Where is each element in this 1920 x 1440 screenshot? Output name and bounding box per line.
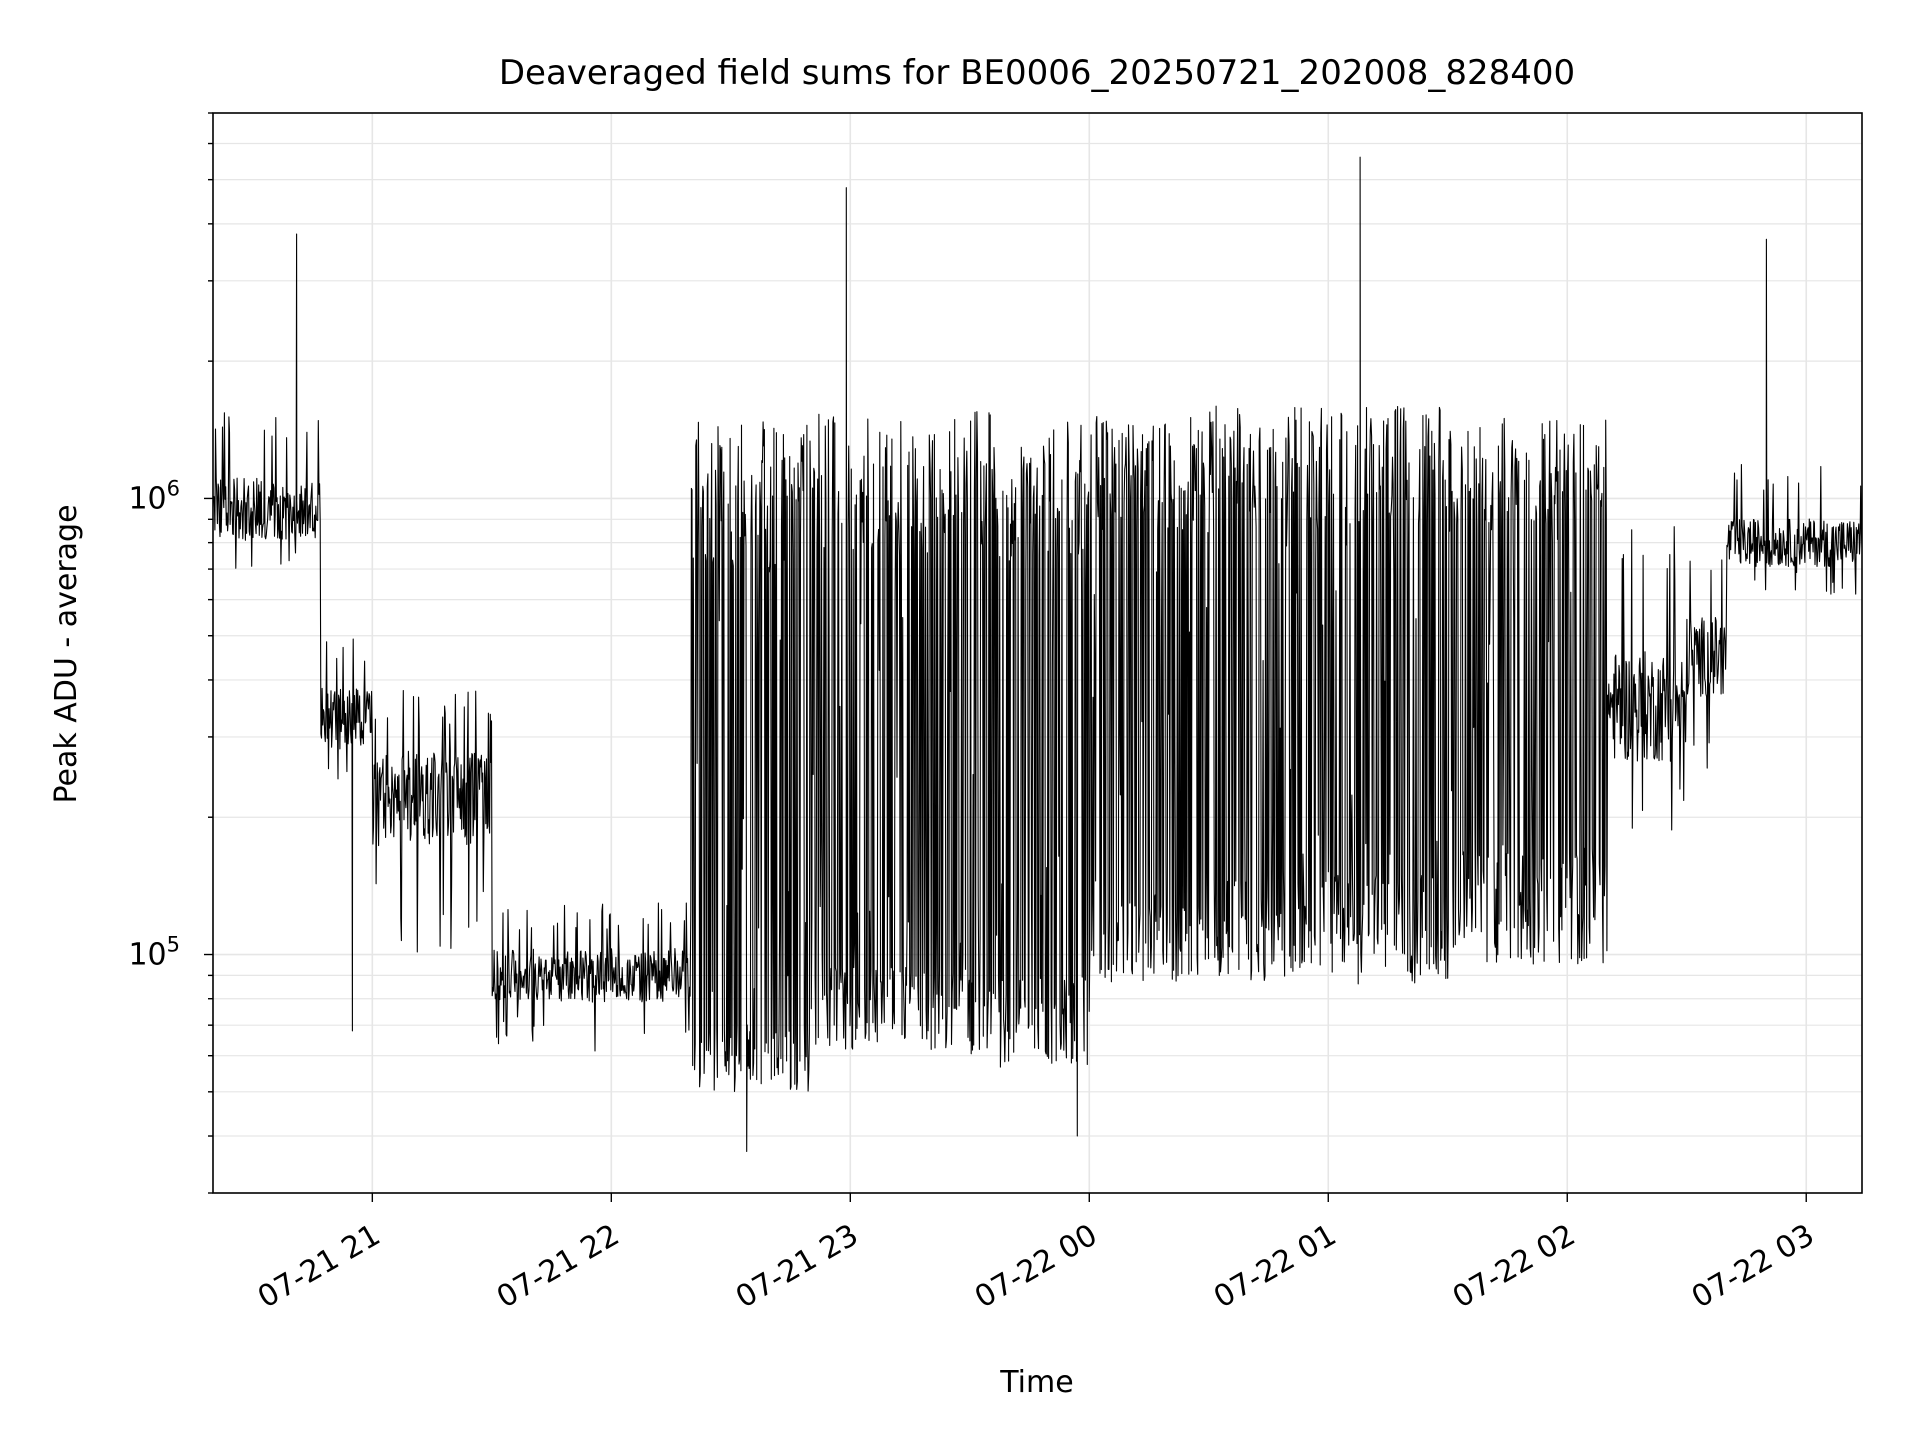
axes-frame	[212, 112, 1863, 1194]
y-tick-label: 106	[128, 476, 180, 516]
chart-title: Deaveraged field sums for BE0006_2025072…	[499, 53, 1575, 93]
data-series-line	[212, 156, 1863, 1153]
y-tick-label: 105	[128, 933, 180, 973]
x-axis-label: Time	[999, 1365, 1073, 1400]
plot-area	[212, 156, 1863, 1153]
y-axis-label: Peak ADU - average	[49, 504, 84, 803]
